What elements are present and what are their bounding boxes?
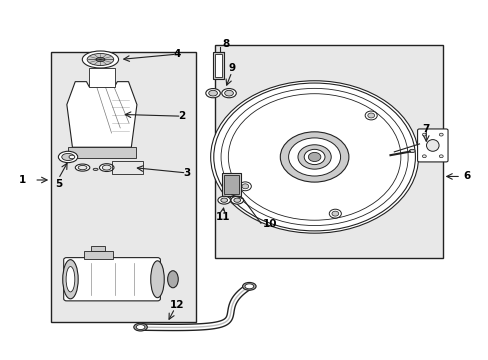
FancyBboxPatch shape [63,258,160,301]
Text: 4: 4 [173,49,180,59]
Ellipse shape [224,90,233,96]
Ellipse shape [82,51,118,68]
Ellipse shape [408,149,414,153]
Ellipse shape [242,184,248,189]
Bar [224,175,238,194]
Ellipse shape [69,155,75,159]
Ellipse shape [102,165,111,170]
Ellipse shape [230,196,243,204]
Ellipse shape [99,164,114,171]
Ellipse shape [280,132,348,182]
Ellipse shape [297,145,330,169]
Bar [91,246,105,251]
Text: 8: 8 [222,39,229,49]
Text: 6: 6 [462,171,469,181]
Ellipse shape [233,198,240,202]
Bar [111,161,142,174]
Ellipse shape [208,90,217,96]
Ellipse shape [426,140,438,151]
Ellipse shape [438,133,442,136]
Text: 5: 5 [55,179,62,189]
Ellipse shape [66,266,75,292]
Bar [222,173,240,196]
Ellipse shape [222,89,236,98]
Ellipse shape [62,260,78,299]
Ellipse shape [218,196,230,204]
Polygon shape [67,82,137,147]
Ellipse shape [150,261,164,298]
Ellipse shape [87,54,114,66]
Ellipse shape [136,325,144,329]
Ellipse shape [422,155,426,158]
Ellipse shape [244,284,253,289]
Ellipse shape [221,198,227,202]
Text: 10: 10 [262,219,276,229]
Bar [83,251,112,259]
Ellipse shape [304,149,325,165]
Ellipse shape [78,166,87,170]
Text: 1: 1 [19,175,26,185]
Ellipse shape [288,138,340,176]
Ellipse shape [93,168,98,170]
Bar [68,147,135,158]
Ellipse shape [365,111,376,120]
Ellipse shape [167,271,178,288]
Text: 3: 3 [183,168,190,178]
Bar [89,68,114,87]
Bar [51,53,196,322]
Bar [215,45,442,258]
Ellipse shape [210,81,418,233]
Text: 11: 11 [215,212,229,222]
Ellipse shape [242,283,256,290]
Text: 9: 9 [228,63,236,73]
Ellipse shape [58,151,78,163]
Bar [213,53,223,79]
Ellipse shape [308,152,320,162]
Ellipse shape [61,153,74,161]
Text: 2: 2 [178,111,185,121]
Ellipse shape [331,211,338,216]
Ellipse shape [438,155,442,158]
FancyBboxPatch shape [417,129,447,162]
Text: 7: 7 [422,123,429,134]
Ellipse shape [134,323,147,331]
Ellipse shape [367,113,374,118]
Ellipse shape [205,89,220,98]
Ellipse shape [96,57,104,62]
Ellipse shape [239,182,251,191]
Bar [214,54,222,77]
Ellipse shape [328,209,341,218]
Ellipse shape [75,164,90,171]
Ellipse shape [422,133,426,136]
Text: 12: 12 [169,300,183,310]
